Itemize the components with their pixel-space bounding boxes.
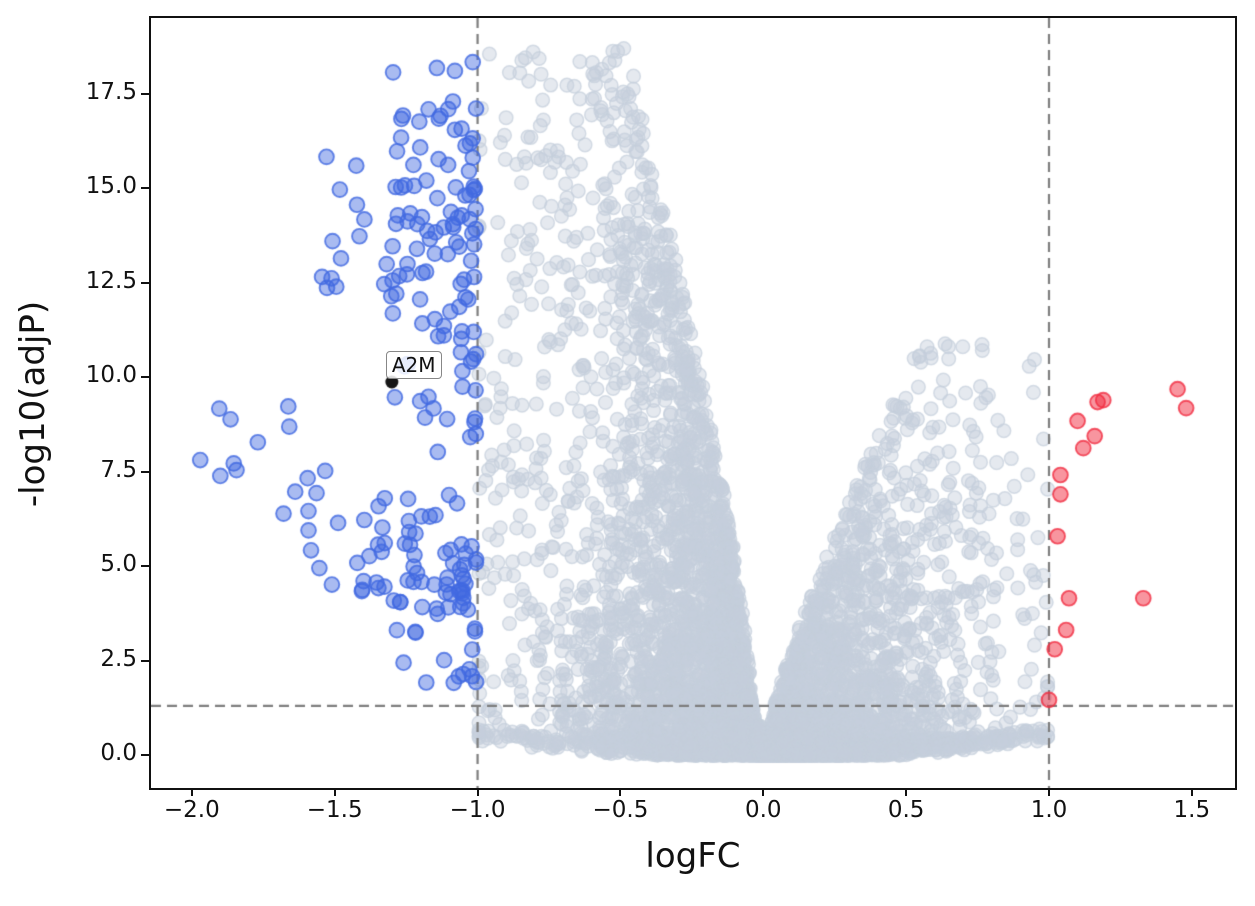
x-tick-mark [190, 788, 193, 796]
y-tick-label: 12.5 [85, 267, 137, 294]
x-tick-label: −1.0 [449, 797, 506, 823]
y-tick-mark [141, 187, 149, 190]
x-tick-label: 1.0 [1030, 797, 1068, 823]
y-tick-label: 15.0 [85, 173, 137, 200]
gene-label-annotation: A2M [385, 351, 442, 380]
scatter-canvas [151, 18, 1235, 788]
y-tick-mark [141, 659, 149, 662]
x-tick-mark [619, 788, 622, 796]
x-tick-label: −1.5 [306, 797, 363, 823]
x-tick-mark [333, 788, 336, 796]
y-tick-label: 7.5 [100, 456, 137, 483]
x-tick-mark [905, 788, 908, 796]
y-tick-label: 2.5 [100, 645, 137, 672]
y-tick-mark [141, 376, 149, 379]
x-tick-label: 0.5 [887, 797, 925, 823]
y-tick-label: 17.5 [85, 78, 137, 105]
y-tick-label: 0.0 [100, 740, 137, 767]
plot-area: A2M [149, 16, 1237, 790]
x-tick-label: 1.5 [1173, 797, 1211, 823]
y-tick-label: 10.0 [85, 362, 137, 389]
y-tick-mark [141, 565, 149, 568]
y-tick-mark [141, 470, 149, 473]
x-axis-label: logFC [645, 836, 741, 876]
x-tick-mark [1190, 788, 1193, 796]
y-tick-mark [141, 754, 149, 757]
x-tick-label: 0.0 [744, 797, 782, 823]
y-tick-label: 5.0 [100, 551, 137, 578]
y-tick-mark [141, 92, 149, 95]
x-tick-label: −0.5 [592, 797, 649, 823]
y-tick-mark [141, 281, 149, 284]
x-tick-mark [476, 788, 479, 796]
x-tick-mark [1048, 788, 1050, 796]
x-tick-label: −2.0 [163, 797, 220, 823]
y-axis-label: -log10(adjP) [13, 300, 53, 508]
x-tick-mark [762, 788, 765, 796]
